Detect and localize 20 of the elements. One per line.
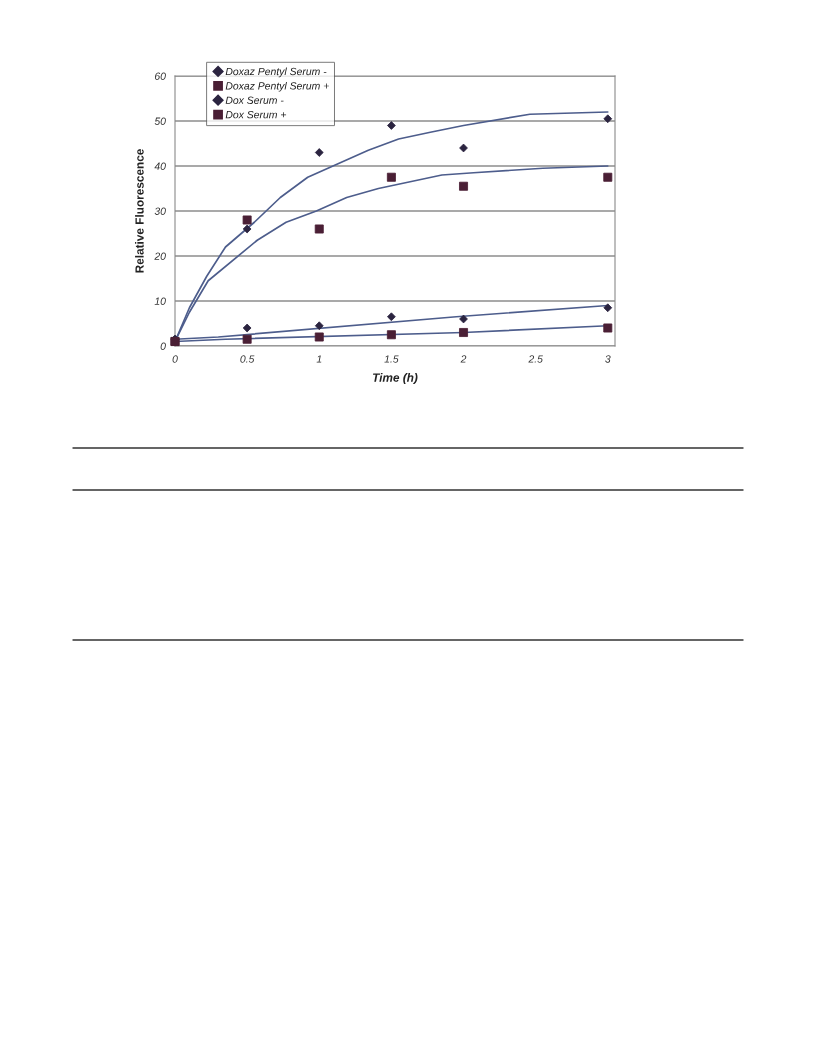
legend-label: Dox Serum + <box>225 110 287 119</box>
y-tick-label: 40 <box>154 162 166 170</box>
y-axis-title: Relative Fluorescence <box>135 149 144 273</box>
legend-label: Dox Serum - <box>225 96 284 104</box>
y-tick-label: 30 <box>154 207 166 215</box>
x-tick-label: 1 <box>316 355 322 363</box>
x-axis-title: Time (h) <box>372 373 418 385</box>
y-tick-label: 20 <box>154 252 166 260</box>
x-tick-label: 3 <box>605 355 611 363</box>
x-tick-label: 1.5 <box>384 355 399 363</box>
y-tick-label: 10 <box>154 297 166 305</box>
x-tick-label: 2.5 <box>528 355 543 363</box>
legend-label: Doxaz Pentyl Serum - <box>225 67 327 78</box>
y-tick-label: 60 <box>154 72 166 80</box>
x-tick-label: 2 <box>460 355 467 363</box>
legend-label: Doxaz Pentyl Serum + <box>225 81 329 92</box>
x-tick-label: 0.5 <box>240 355 255 363</box>
x-tick-label: 0 <box>172 355 178 363</box>
y-tick-label: 50 <box>154 117 166 125</box>
y-tick-label: 0 <box>160 342 166 350</box>
